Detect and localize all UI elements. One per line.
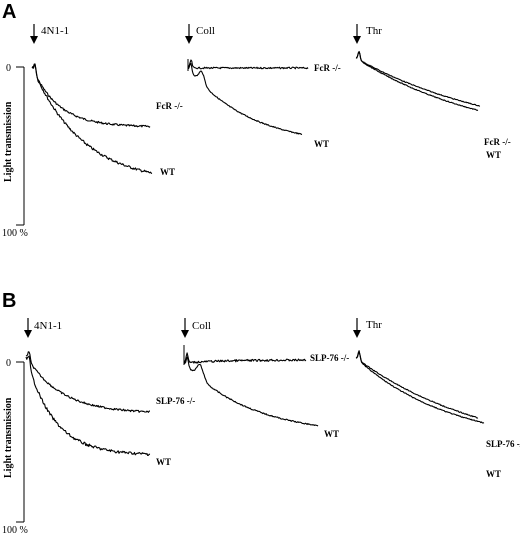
panel-a-thr-agonist: Thr xyxy=(366,25,382,37)
panel-a-letter: A xyxy=(2,1,16,23)
panel-b-coll-agonist: Coll xyxy=(192,320,211,332)
panel-a-coll-agonist: Coll xyxy=(196,25,215,37)
panel-a: A 0 100 % Light transmission 4N1-1 FcR -… xyxy=(2,1,511,239)
label-b-4n1-slp: SLP-76 -/- xyxy=(156,396,195,406)
trace-a-coll-wt xyxy=(187,62,303,136)
label-a-4n1-wt: WT xyxy=(160,167,175,177)
panel-b-subplot-4n1: 4N1-1 SLP-76 -/- WT xyxy=(24,318,195,467)
panel-b-letter: B xyxy=(2,290,16,312)
panel-b-thr-agonist: Thr xyxy=(366,319,382,331)
panel-a-thr-arrow xyxy=(353,24,361,44)
trace-b-coll-wt xyxy=(183,356,319,427)
label-a-thr-fcr: FcR -/- xyxy=(484,137,511,147)
panel-b-4n1-arrow xyxy=(24,318,32,338)
label-b-coll-wt: WT xyxy=(324,429,339,439)
panel-b-y-label: Light transmission xyxy=(3,397,14,478)
label-a-coll-fcr: FcR -/- xyxy=(314,63,341,73)
label-b-thr-wt: WT xyxy=(486,469,501,479)
panel-b-y-axis: 0 100 % Light transmission xyxy=(2,358,28,536)
panel-a-subplot-4n1: 4N1-1 FcR -/- WT xyxy=(30,24,183,177)
panel-a-y-label: Light transmission xyxy=(3,101,14,182)
panel-b-y-top-tick: 0 xyxy=(6,358,11,369)
label-a-thr-wt: WT xyxy=(486,150,501,160)
panel-a-4n1-arrow xyxy=(30,24,38,44)
panel-b-thr-arrow xyxy=(353,318,361,338)
label-b-coll-slp: SLP-76 -/- xyxy=(310,353,349,363)
trace-b-4n1-wt xyxy=(25,355,151,457)
label-a-coll-wt: WT xyxy=(314,139,329,149)
trace-a-coll-fcr xyxy=(187,59,309,70)
panel-a-subplot-coll: Coll FcR -/- WT xyxy=(185,24,341,149)
trace-a-4n1-fcr xyxy=(31,63,151,128)
trace-a-4n1-wt xyxy=(31,63,153,175)
trace-a-thr-wt xyxy=(355,51,479,112)
label-b-4n1-wt: WT xyxy=(156,457,171,467)
panel-b-4n1-agonist: 4N1-1 xyxy=(34,320,62,332)
label-a-4n1-fcr: FcR -/- xyxy=(156,101,183,111)
panel-b-y-bottom-tick: 100 % xyxy=(2,525,28,536)
trace-b-thr-wt xyxy=(355,350,479,419)
panel-b-subplot-thr: Thr SLP-76 -/- WT xyxy=(353,318,520,479)
panel-a-y-bottom-tick: 100 % xyxy=(2,228,28,239)
panel-b-coll-arrow xyxy=(181,318,189,338)
trace-a-thr-fcr xyxy=(355,50,481,107)
label-b-thr-slp: SLP-76 -/- xyxy=(486,439,520,449)
trace-b-4n1-slp xyxy=(25,351,150,413)
panel-a-4n1-agonist: 4N1-1 xyxy=(41,25,69,37)
trace-b-thr-slp xyxy=(355,351,485,424)
panel-a-subplot-thr: Thr FcR -/- WT xyxy=(353,24,511,160)
trace-b-coll-slp xyxy=(183,352,307,364)
panel-a-coll-arrow xyxy=(185,24,193,44)
panel-a-y-top-tick: 0 xyxy=(6,63,11,74)
panel-b: B 0 100 % Light transmission 4N1-1 SLP-7… xyxy=(2,290,520,536)
panel-b-subplot-coll: Coll SLP-76 -/- WT xyxy=(181,318,349,439)
panel-a-y-axis: 0 100 % Light transmission xyxy=(2,63,28,239)
